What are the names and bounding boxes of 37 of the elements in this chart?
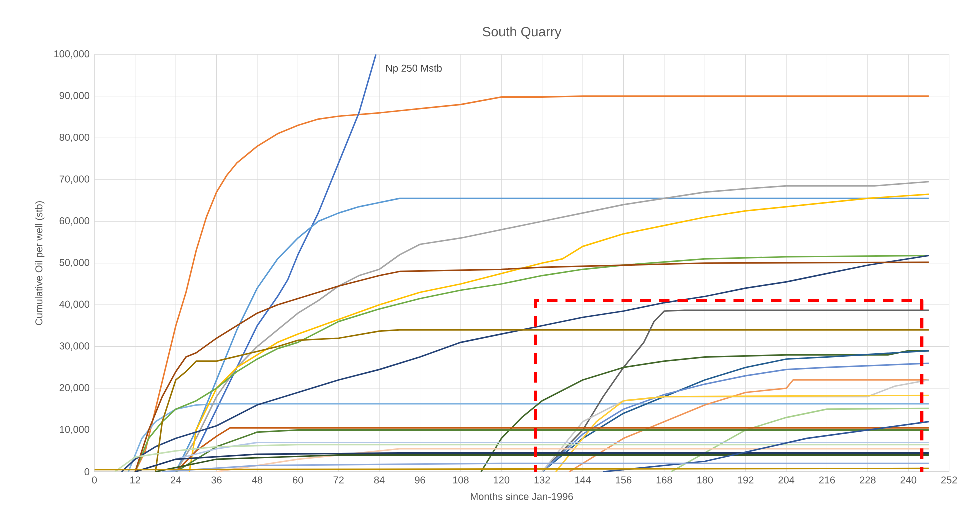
x-tick-label: 48 — [252, 476, 263, 484]
y-tick-label: 40,000 — [60, 300, 90, 310]
x-tick-label: 96 — [415, 476, 426, 484]
x-tick-label: 24 — [171, 476, 182, 484]
chart-title: South Quarry — [482, 26, 562, 40]
x-tick-label: 132 — [534, 476, 550, 484]
y-tick-label: 0 — [84, 468, 90, 476]
annotation: Np 250 Mstb — [386, 64, 442, 74]
x-tick-label: 36 — [212, 476, 222, 484]
y-axis-title: Cumulative Oil per well (stb) — [35, 201, 45, 326]
y-tick-label: 90,000 — [60, 92, 90, 101]
x-tick-label: 156 — [616, 476, 632, 484]
y-tick-label: 50,000 — [60, 259, 90, 268]
x-tick-label: 144 — [575, 476, 592, 484]
y-tick-label: 80,000 — [60, 134, 90, 142]
x-tick-label: 240 — [900, 476, 917, 484]
y-tick-label: 100,000 — [54, 50, 90, 59]
x-tick-label: 204 — [778, 476, 795, 484]
x-tick-label: 84 — [374, 476, 385, 484]
x-tick-label: 60 — [293, 476, 304, 484]
x-axis-title: Months since Jan-1996 — [471, 492, 574, 500]
x-tick-label: 216 — [819, 476, 836, 484]
y-tick-label: 30,000 — [60, 342, 90, 351]
x-tick-label: 0 — [92, 476, 98, 484]
x-tick-label: 12 — [130, 476, 140, 484]
x-tick-label: 120 — [494, 476, 510, 484]
x-tick-label: 168 — [656, 476, 672, 484]
x-tick-label: 180 — [698, 476, 714, 484]
y-tick-label: 70,000 — [60, 176, 90, 184]
x-tick-label: 72 — [334, 476, 344, 484]
x-tick-label: 228 — [860, 476, 876, 484]
y-tick-label: 20,000 — [60, 384, 90, 393]
y-tick-label: 60,000 — [60, 217, 90, 226]
x-tick-label: 252 — [941, 476, 958, 484]
x-tick-label: 192 — [738, 476, 754, 484]
x-tick-label: 108 — [453, 476, 469, 484]
y-tick-label: 10,000 — [60, 426, 90, 434]
